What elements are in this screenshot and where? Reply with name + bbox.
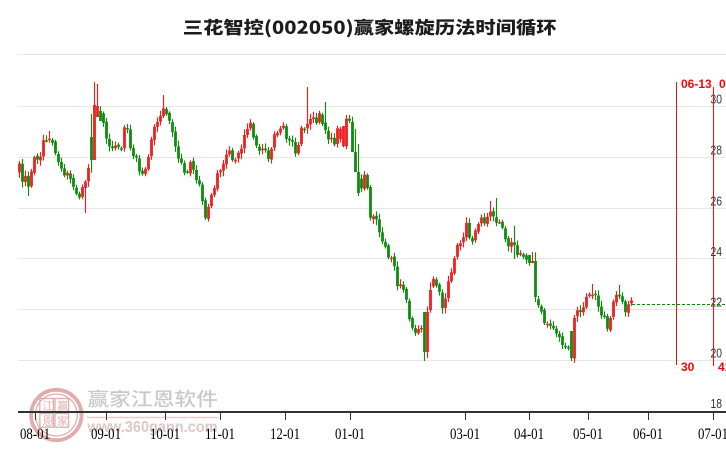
svg-text:10-01: 10-01 xyxy=(150,426,180,443)
svg-text:28: 28 xyxy=(711,143,723,158)
svg-text:18: 18 xyxy=(711,396,723,411)
svg-text:26: 26 xyxy=(711,194,723,209)
svg-text:09-01: 09-01 xyxy=(91,426,121,443)
svg-text:24: 24 xyxy=(711,244,723,259)
svg-text:06-01: 06-01 xyxy=(633,426,663,443)
svg-text:08-01: 08-01 xyxy=(20,426,50,443)
svg-text:30: 30 xyxy=(711,92,723,107)
svg-text:01-01: 01-01 xyxy=(335,426,365,443)
svg-text:22: 22 xyxy=(711,295,723,310)
svg-text:30: 30 xyxy=(681,360,695,374)
svg-text:03-01: 03-01 xyxy=(450,426,480,443)
svg-text:04-01: 04-01 xyxy=(514,426,544,443)
svg-text:20: 20 xyxy=(711,346,723,361)
svg-text:07-01: 07-01 xyxy=(698,426,726,443)
svg-text:www.360gann.com: www.360gann.com xyxy=(87,419,218,436)
svg-text:12-01: 12-01 xyxy=(270,426,300,443)
svg-text:05-01: 05-01 xyxy=(573,426,603,443)
svg-text:07-25: 07-25 xyxy=(719,77,726,91)
svg-text:11-01: 11-01 xyxy=(205,426,235,443)
svg-text:06-13: 06-13 xyxy=(681,77,712,91)
svg-text:41: 41 xyxy=(718,360,726,374)
